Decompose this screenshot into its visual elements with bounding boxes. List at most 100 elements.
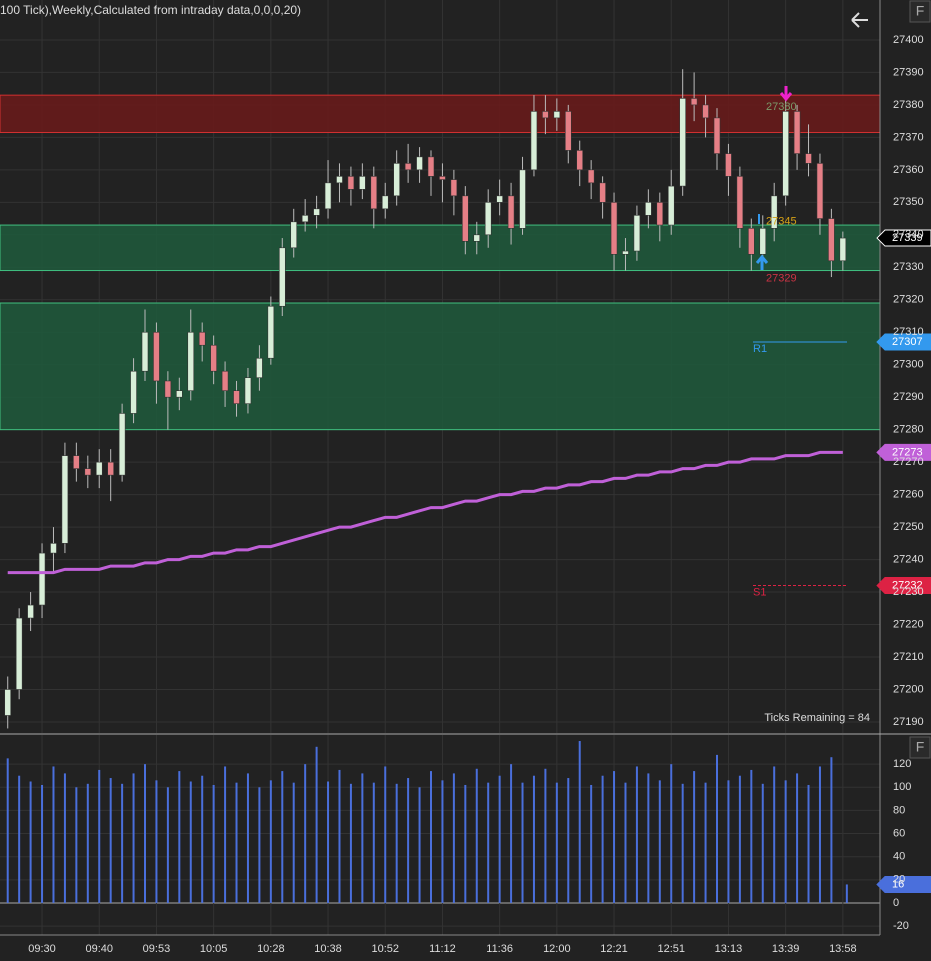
- volume-bar: [121, 783, 124, 903]
- back-button[interactable]: [851, 12, 868, 28]
- x-tick-label: 13:58: [829, 943, 857, 955]
- candle-body: [473, 234, 481, 242]
- volume-bar: [178, 771, 181, 903]
- volume-bar: [784, 780, 787, 903]
- volume-bar: [304, 764, 307, 903]
- candle-body: [416, 156, 423, 171]
- y-tick-label: 27360: [893, 164, 924, 176]
- pivot-label: S1: [753, 586, 766, 598]
- volume-bar: [338, 769, 341, 903]
- axis-layer: [0, 0, 931, 936]
- y-tick-label: 27370: [893, 131, 924, 143]
- y-tick-label: 27270: [893, 456, 924, 468]
- x-tick-label: 10:28: [257, 943, 285, 955]
- volume-bar: [818, 766, 821, 903]
- volume-bar: [498, 775, 501, 903]
- volume-bar: [372, 782, 375, 903]
- y-tick-label: 27190: [893, 716, 924, 728]
- x-tick-label: 13:13: [715, 943, 743, 955]
- price-tag: [876, 577, 931, 595]
- candle-body: [233, 390, 240, 404]
- volume-bar: [601, 775, 604, 903]
- candle-body: [370, 176, 378, 210]
- price-tag-label: 27232: [892, 579, 923, 591]
- status-text: Ticks Remaining = 84: [764, 712, 870, 724]
- price-annotation: 27345: [766, 215, 797, 227]
- x-tick-label: 10:52: [371, 943, 399, 955]
- y-tick-label: 100: [893, 781, 911, 793]
- y-tick-label: 27330: [893, 261, 924, 273]
- x-tick-label: 10:05: [200, 943, 228, 955]
- candle-body: [793, 111, 801, 154]
- candle-body: [736, 176, 744, 229]
- f-button-label: F: [916, 3, 925, 19]
- y-tick-label: 27230: [893, 586, 924, 598]
- candle-body: [198, 331, 206, 346]
- price-tag-label: 27339: [892, 232, 923, 244]
- volume-bar: [29, 781, 32, 903]
- volume-bar: [532, 775, 535, 903]
- candle-body: [4, 689, 12, 716]
- volume-bar: [349, 783, 352, 903]
- volume-bar: [510, 764, 513, 903]
- volume-bar: [727, 780, 730, 903]
- volume-bar: [693, 771, 696, 903]
- volume-bar: [441, 780, 444, 903]
- candle-body: [553, 111, 561, 119]
- volume-bar: [613, 771, 616, 903]
- x-tick-label: 09:53: [143, 943, 171, 955]
- f-button[interactable]: [909, 736, 931, 759]
- price-tag: [876, 443, 931, 461]
- candle-body: [15, 617, 23, 690]
- y-tick-label: 27340: [893, 229, 924, 241]
- volume-bar: [487, 782, 490, 903]
- candle-body: [404, 163, 412, 171]
- candle-body: [484, 202, 492, 236]
- y-tick-label: 27400: [893, 34, 924, 46]
- y-tick-label: -20: [893, 920, 909, 932]
- candle-body: [141, 331, 149, 372]
- candle-body: [27, 604, 34, 619]
- candle-body: [656, 202, 664, 226]
- volume-bar: [624, 782, 627, 903]
- zone: [0, 224, 881, 272]
- volume-bar: [750, 769, 753, 903]
- candle-body: [633, 215, 641, 252]
- volume-bar: [166, 787, 169, 903]
- candle-body: [278, 247, 286, 307]
- candle-body: [496, 195, 503, 203]
- candle-body: [462, 195, 469, 242]
- volume-bar: [452, 773, 455, 903]
- volume-bar: [407, 778, 410, 903]
- candle-body: [164, 380, 172, 398]
- volume-bar: [315, 746, 318, 903]
- volume-bar: [578, 741, 581, 903]
- volume-bar: [98, 769, 101, 903]
- volume-bar: [18, 775, 21, 903]
- y-tick-label: 27390: [893, 66, 924, 78]
- x-tick-label: 09:40: [85, 943, 113, 955]
- candle-body: [622, 250, 629, 255]
- volume-bar: [555, 782, 558, 903]
- volume-bar: [201, 775, 204, 903]
- f-button[interactable]: [909, 0, 931, 23]
- price-tag-label: 16: [892, 878, 904, 890]
- candle-body: [542, 111, 549, 119]
- price-tag-label: 27307: [892, 336, 923, 348]
- volume-bar: [773, 766, 776, 903]
- y-tick-label: 27260: [893, 489, 924, 501]
- volume-bar: [590, 784, 593, 903]
- sell-arrow: [779, 86, 793, 102]
- volume-bar: [235, 782, 238, 903]
- price-tag: [876, 229, 931, 247]
- candle-body: [576, 150, 584, 171]
- price-annotation: 27380: [766, 101, 797, 113]
- candle-body: [347, 176, 355, 190]
- volume-bar: [845, 884, 848, 903]
- y-tick-label: 20: [893, 874, 905, 886]
- candle-body: [210, 344, 217, 372]
- candle-body: [587, 169, 595, 184]
- candle-body: [564, 111, 572, 151]
- volume-bar: [647, 773, 650, 903]
